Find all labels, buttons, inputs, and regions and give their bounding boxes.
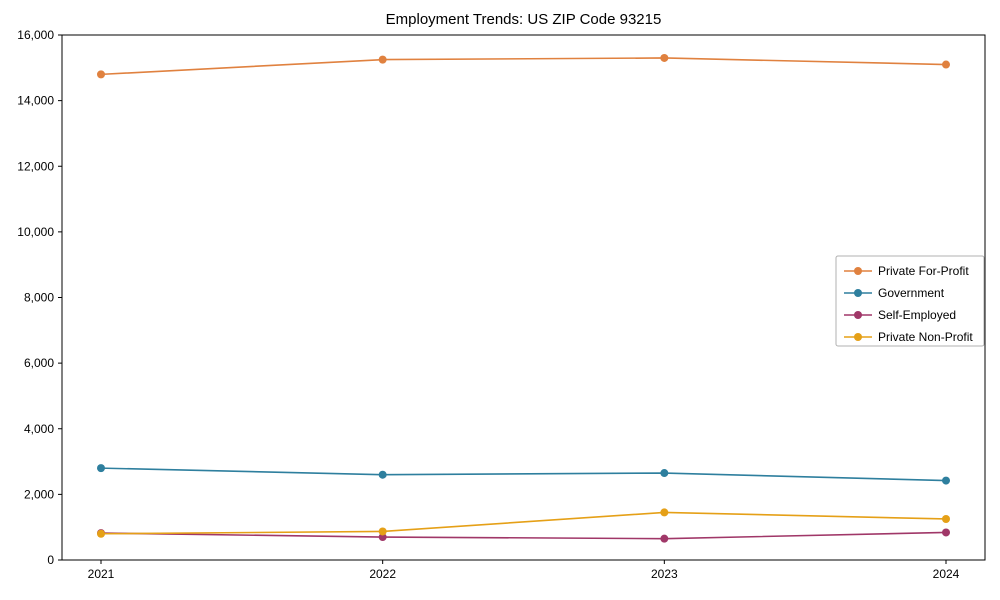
x-tick-label: 2022 bbox=[369, 567, 396, 581]
series-marker-private-for-profit bbox=[942, 60, 950, 69]
legend-marker-self-employed bbox=[854, 311, 862, 319]
series-line-government bbox=[100, 467, 947, 482]
chart-title: Employment Trends: US ZIP Code 93215 bbox=[385, 11, 662, 28]
y-tick-label: 14,000 bbox=[17, 94, 54, 108]
y-tick-label: 0 bbox=[47, 553, 54, 567]
x-tick-label: 2023 bbox=[651, 567, 678, 581]
series-marker-self-employed bbox=[378, 533, 387, 542]
y-tick-label: 8,000 bbox=[24, 291, 54, 305]
series-marker-government bbox=[378, 470, 387, 479]
legend-marker-private-non-profit bbox=[854, 333, 862, 341]
series-marker-private-for-profit bbox=[97, 70, 105, 79]
series-marker-private-for-profit bbox=[378, 55, 387, 64]
series-marker-self-employed bbox=[942, 528, 950, 537]
legend-box bbox=[835, 255, 985, 347]
series-line-private-non-profit bbox=[100, 511, 947, 535]
series-line-private-for-profit bbox=[100, 57, 947, 76]
series-marker-private-non-profit bbox=[378, 527, 387, 536]
series-marker-government bbox=[97, 464, 105, 473]
y-tick-label: 4,000 bbox=[24, 422, 54, 436]
x-tick-label: 2024 bbox=[933, 567, 960, 581]
series-marker-self-employed bbox=[660, 534, 669, 543]
y-tick-label: 12,000 bbox=[17, 159, 54, 173]
legend-label-self-employed: Self-Employed bbox=[878, 308, 956, 322]
legend-label-private-for-profit: Private For-Profit bbox=[878, 264, 969, 278]
series-marker-private-non-profit bbox=[97, 529, 105, 538]
y-tick-label: 6,000 bbox=[24, 356, 54, 370]
y-tick-label: 10,000 bbox=[17, 225, 54, 239]
legend-label-private-non-profit: Private Non-Profit bbox=[878, 330, 973, 344]
series-marker-government bbox=[660, 469, 669, 478]
legend-marker-private-for-profit bbox=[854, 267, 862, 275]
legend: Private For-Profit Government Self-Employe… bbox=[835, 255, 985, 347]
series-marker-private-non-profit bbox=[660, 508, 669, 517]
legend-marker-government bbox=[854, 289, 862, 297]
y-tick-label: 2,000 bbox=[24, 487, 54, 501]
series-line-self-employed bbox=[100, 531, 947, 540]
legend-label-government: Government bbox=[878, 286, 945, 300]
series-marker-private-for-profit bbox=[660, 53, 669, 62]
x-tick-label: 2021 bbox=[88, 567, 115, 581]
series-marker-government bbox=[942, 476, 950, 485]
y-tick-label: 16,000 bbox=[17, 28, 54, 42]
series-marker-private-non-profit bbox=[942, 514, 950, 523]
